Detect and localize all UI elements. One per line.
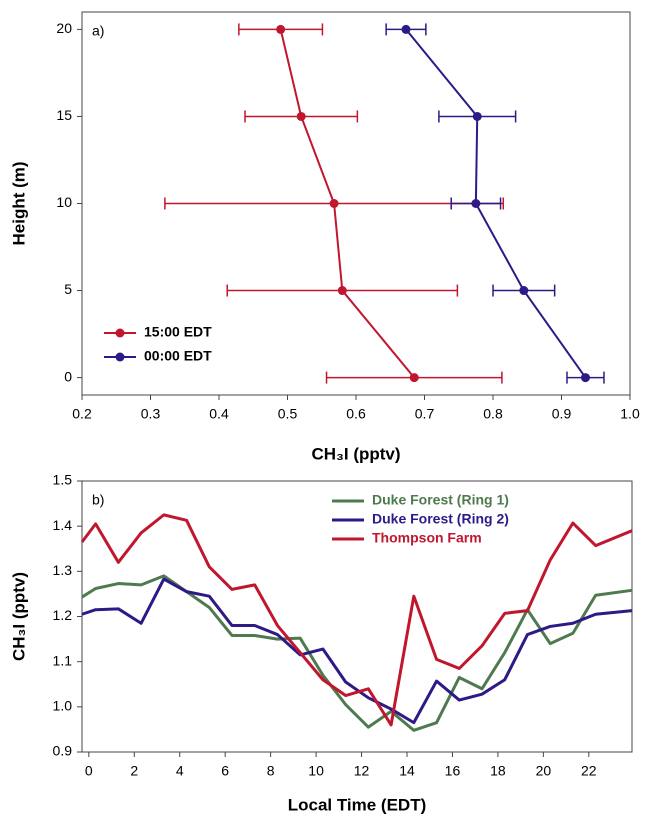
x-tick-label: 6 <box>221 763 229 779</box>
panel-label: b) <box>92 492 104 508</box>
x-tick-label: 22 <box>581 763 597 779</box>
point <box>472 111 482 121</box>
legend-marker <box>115 328 125 338</box>
x-tick-label: 20 <box>536 763 552 779</box>
series-line <box>81 574 633 732</box>
point <box>276 24 286 34</box>
y-tick-label: 1.0 <box>53 698 73 714</box>
x-axis-label: CH₃I (pptv) <box>311 444 400 463</box>
x-tick-label: 0.2 <box>72 406 92 422</box>
y-tick-label: 15 <box>56 107 72 123</box>
y-tick-label: 1.2 <box>53 607 73 623</box>
y-tick-label: 20 <box>56 20 72 36</box>
x-tick-label: 10 <box>308 763 324 779</box>
y-axis-label: Height (m) <box>9 161 28 245</box>
y-tick-label: 0 <box>64 368 72 384</box>
legend-label: 00:00 EDT <box>144 348 212 364</box>
legend-label: Thompson Farm <box>372 530 482 546</box>
series-line <box>80 513 633 727</box>
y-tick-label: 1.1 <box>53 652 73 668</box>
x-tick-label: 0.9 <box>552 406 572 422</box>
point <box>337 286 347 296</box>
x-tick-label: 0 <box>85 763 93 779</box>
point <box>580 373 590 383</box>
x-tick-label: 14 <box>399 763 415 779</box>
x-tick-label: 18 <box>490 763 506 779</box>
x-tick-label: 12 <box>354 763 370 779</box>
panel-label: a) <box>92 23 104 39</box>
point <box>409 373 419 383</box>
x-tick-label: 0.6 <box>346 406 366 422</box>
legend-marker <box>115 352 125 362</box>
plot-frame <box>81 480 633 753</box>
y-tick-label: 1.4 <box>53 517 73 533</box>
y-tick-label: 10 <box>56 194 72 210</box>
y-tick-label: 1.5 <box>53 472 73 488</box>
point <box>329 199 339 208</box>
x-tick-label: 0.8 <box>483 406 503 422</box>
x-tick-label: 0.4 <box>209 406 229 422</box>
y-tick-label: 1.3 <box>53 562 73 578</box>
x-tick-label: 2 <box>130 763 138 779</box>
x-tick-label: 1.0 <box>620 406 640 422</box>
point <box>471 199 481 208</box>
point <box>296 111 306 121</box>
x-tick-label: 4 <box>176 763 184 779</box>
y-axis-label: CH₃I (pptv) <box>9 572 28 661</box>
series-line <box>81 577 633 725</box>
legend-label: 15:00 EDT <box>144 324 212 340</box>
x-tick-label: 0.5 <box>278 406 298 422</box>
x-tick-label: 0.3 <box>141 406 161 422</box>
y-tick-label: 5 <box>64 281 72 297</box>
point <box>519 286 529 296</box>
y-tick-label: 0.9 <box>53 743 73 759</box>
legend-label: Duke Forest (Ring 2) <box>372 511 509 527</box>
x-tick-label: 0.7 <box>415 406 435 422</box>
legend-label: Duke Forest (Ring 1) <box>372 492 509 508</box>
point <box>401 24 411 34</box>
x-tick-label: 8 <box>267 763 275 779</box>
x-tick-label: 16 <box>445 763 461 779</box>
x-axis-label: Local Time (EDT) <box>288 795 427 814</box>
